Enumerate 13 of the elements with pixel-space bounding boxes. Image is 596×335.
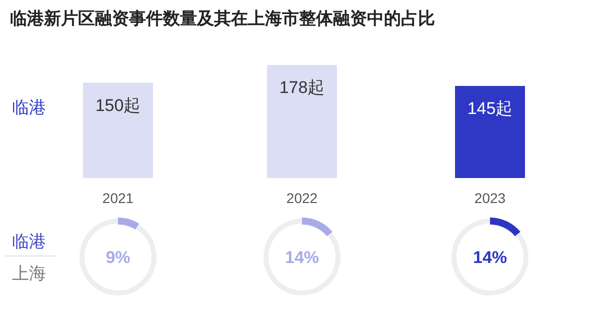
text: 9% [106, 248, 130, 267]
data-label: 150起 [95, 96, 141, 115]
text: 临港 [12, 98, 46, 117]
text: 14% [472, 248, 508, 267]
data-label: 178起 [279, 78, 325, 97]
x-tick-label: 2023 [474, 190, 506, 206]
data-label: 145起 [467, 98, 513, 118]
text: 14% [284, 248, 320, 267]
text: 上海 [12, 264, 46, 283]
x-tick-label: 2022 [286, 190, 318, 206]
text: 临港 [12, 232, 46, 251]
chart-title: 临港新片区融资事件数量及其在上海市整体融资中的占比 [10, 9, 435, 28]
x-tick-label: 2021 [102, 190, 134, 206]
